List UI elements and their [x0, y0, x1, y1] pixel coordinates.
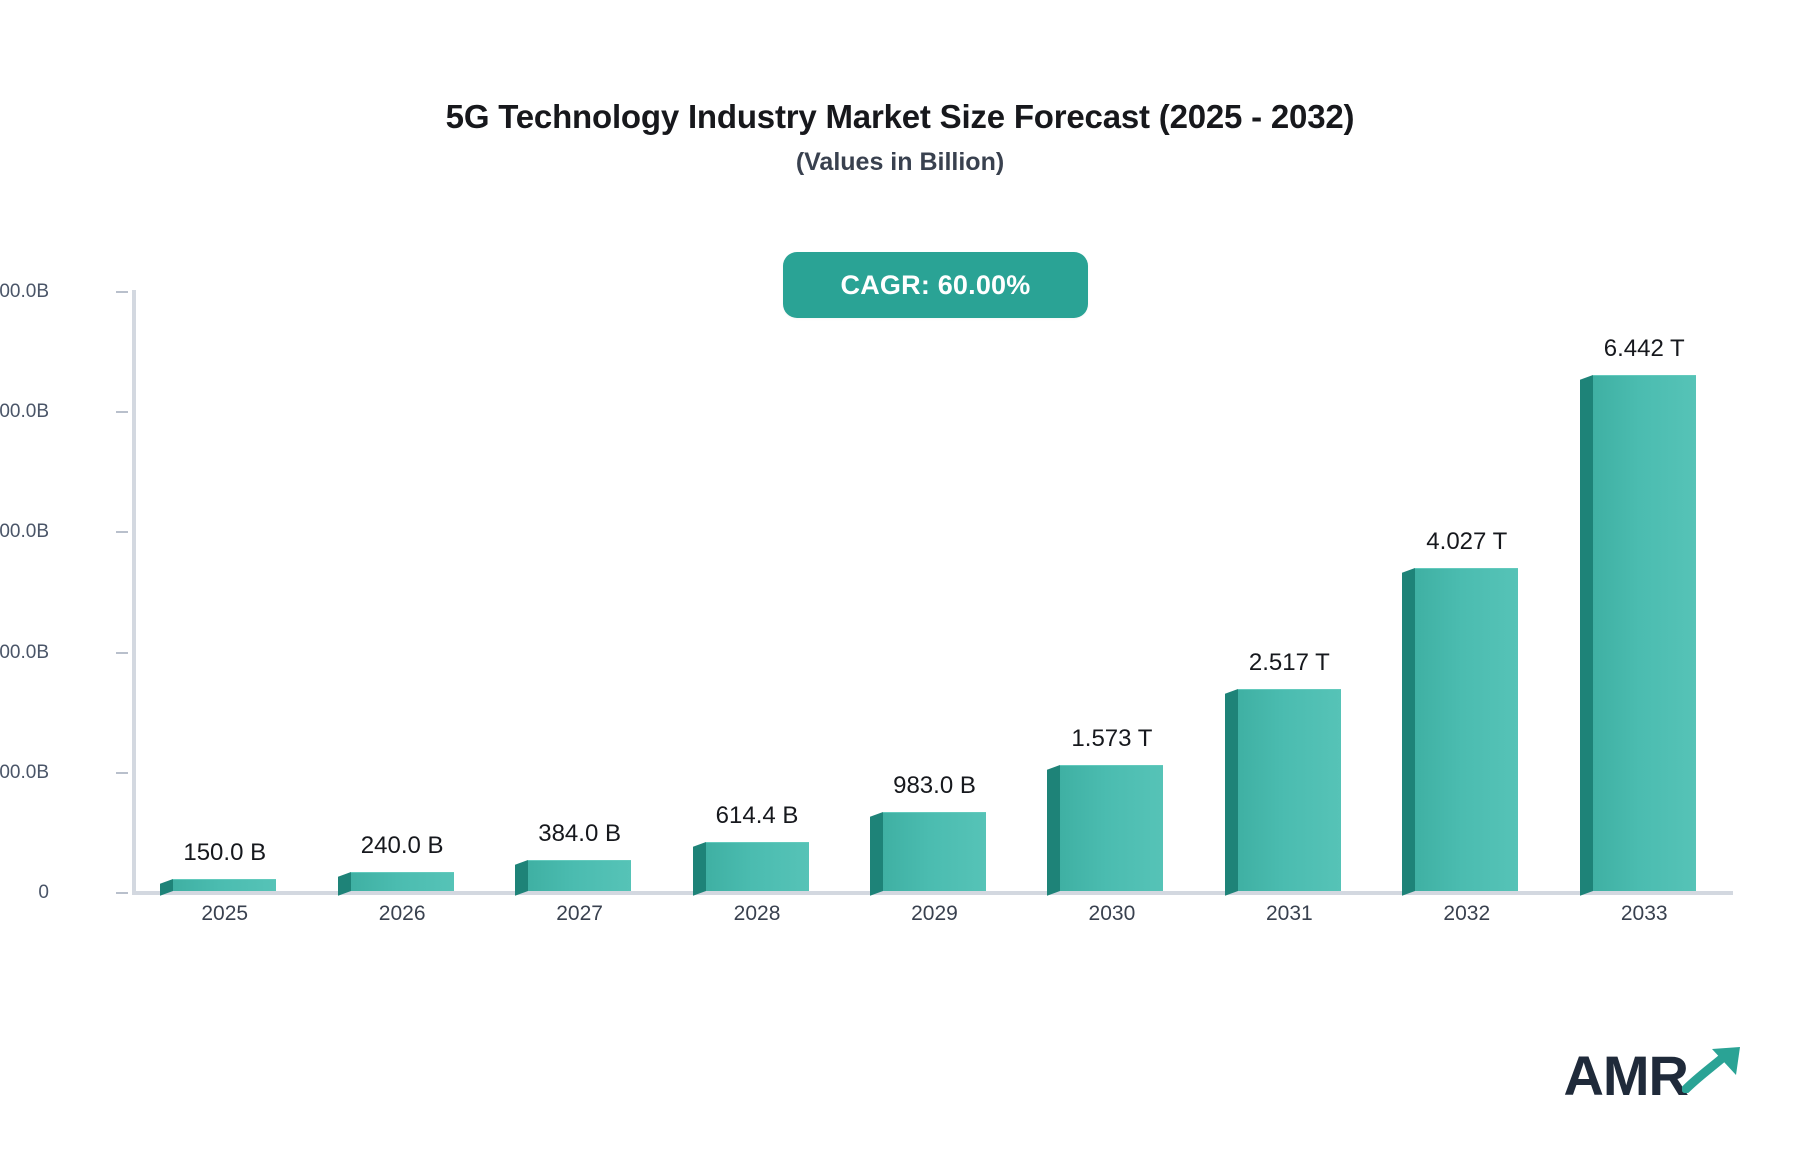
- cagr-badge: CAGR: 60.00%: [783, 252, 1088, 318]
- y-axis-tick-mark: [116, 531, 128, 534]
- x-axis-label-2025: 2025: [201, 902, 249, 925]
- bar-front-face: [1237, 689, 1341, 891]
- x-axis-labels: 2025 2026 2027 2028 2029 2030 2031 2032 2033: [136, 902, 1733, 942]
- y-axis-tick-label: 6000.0B: [0, 401, 49, 423]
- bar-slot: 150.0 B: [136, 290, 313, 896]
- bar-side-face: [1402, 568, 1416, 896]
- bar-2029[interactable]: 983.0 B: [869, 772, 986, 896]
- bar-value-label: 4.027 T: [1426, 528, 1508, 556]
- y-axis-tick-mark: [116, 651, 128, 654]
- chart-subtitle: (Values in Billion): [795, 148, 1005, 176]
- bar-2030[interactable]: 1.573 T: [1047, 725, 1164, 896]
- bar-side-face: [1224, 689, 1238, 896]
- bar-value-label: 614.4 B: [715, 801, 799, 829]
- y-axis-line: [132, 290, 136, 895]
- y-axis-tick-label: 3000.0B: [0, 641, 49, 663]
- bar-front-face: [528, 860, 632, 891]
- plot-area: 0 1500.0B 3000.0B 4500.0B 6000.0B 7500.0B 150…: [0, 281, 1733, 903]
- bar-front-face: [1060, 764, 1164, 891]
- x-axis-line: [132, 891, 1733, 895]
- bar-slot: 384.0 B: [491, 290, 668, 896]
- bar-side-face: [692, 841, 706, 896]
- bar-2027[interactable]: 384.0 B: [515, 820, 632, 896]
- bar-slot: 1.573 T: [1023, 290, 1200, 896]
- bar-front-face: [705, 841, 809, 891]
- bar-front-face: [1415, 568, 1519, 891]
- cagr-badge-label: CAGR: 60.00%: [840, 269, 1031, 300]
- bar-value-label: 983.0 B: [893, 772, 976, 800]
- bar-slot: 240.0 B: [313, 290, 490, 896]
- bar-side-face: [1047, 764, 1061, 896]
- y-axis-tick-mark: [116, 411, 128, 414]
- amr-logo: AMR: [1563, 1043, 1744, 1104]
- bar-slot: 983.0 B: [846, 290, 1023, 896]
- bar-front-face: [1592, 374, 1696, 891]
- x-axis-label-2028: 2028: [733, 902, 781, 925]
- bar-series: 150.0 B 240.0 B 384.0 B 614.4 B 983.0 B 1.573…: [136, 290, 1733, 896]
- bar-2031[interactable]: 2.517 T: [1224, 649, 1341, 896]
- bar-slot: 4.027 T: [1378, 290, 1555, 896]
- x-axis-label-2032: 2032: [1443, 902, 1491, 925]
- bar-side-face: [515, 860, 529, 896]
- bar-2033[interactable]: 6.442 T: [1579, 335, 1696, 896]
- bar-value-label: 6.442 T: [1603, 334, 1685, 362]
- bar-value-label: 2.517 T: [1248, 649, 1330, 677]
- y-axis-tick-mark: [116, 291, 128, 293]
- bar-value-label: 1.573 T: [1071, 724, 1153, 752]
- bar-front-face: [882, 812, 986, 891]
- bar-2032[interactable]: 4.027 T: [1402, 528, 1519, 896]
- bar-slot: 2.517 T: [1201, 290, 1378, 896]
- bar-slot: 6.442 T: [1556, 290, 1733, 896]
- bar-side-face: [869, 812, 883, 896]
- x-axis-label-2027: 2027: [556, 902, 603, 925]
- x-axis-label-2026: 2026: [378, 902, 426, 925]
- y-axis-tick-label: 7500.0B: [0, 281, 49, 302]
- y-axis-tick-label: 4500.0B: [0, 521, 49, 543]
- bar-2025[interactable]: 150.0 B: [160, 839, 277, 896]
- y-axis-tick-mark: [116, 892, 128, 894]
- y-axis-tick-mark: [116, 771, 128, 774]
- bar-side-face: [1579, 374, 1593, 896]
- amr-logo-text: AMR: [1563, 1044, 1689, 1107]
- bar-front-face: [173, 878, 277, 891]
- x-axis-label-2033: 2033: [1620, 902, 1668, 925]
- bar-2026[interactable]: 240.0 B: [337, 832, 454, 896]
- y-axis-tick-label: 1500.0B: [0, 761, 49, 783]
- bar-slot: 614.4 B: [668, 290, 845, 896]
- chart-title: 5G Technology Industry Market Size Forec…: [445, 98, 1355, 135]
- up-right-arrow-icon: [1681, 1043, 1744, 1098]
- bar-value-label: 240.0 B: [360, 831, 444, 859]
- x-axis-label-2031: 2031: [1265, 902, 1313, 925]
- x-axis-label-2029: 2029: [911, 902, 958, 925]
- bar-2028[interactable]: 614.4 B: [692, 802, 809, 896]
- x-axis-label-2030: 2030: [1088, 902, 1136, 925]
- bar-value-label: 384.0 B: [538, 820, 621, 848]
- y-axis-tick-label: 0: [38, 882, 49, 903]
- bar-value-label: 150.0 B: [183, 838, 267, 866]
- bar-front-face: [350, 871, 454, 891]
